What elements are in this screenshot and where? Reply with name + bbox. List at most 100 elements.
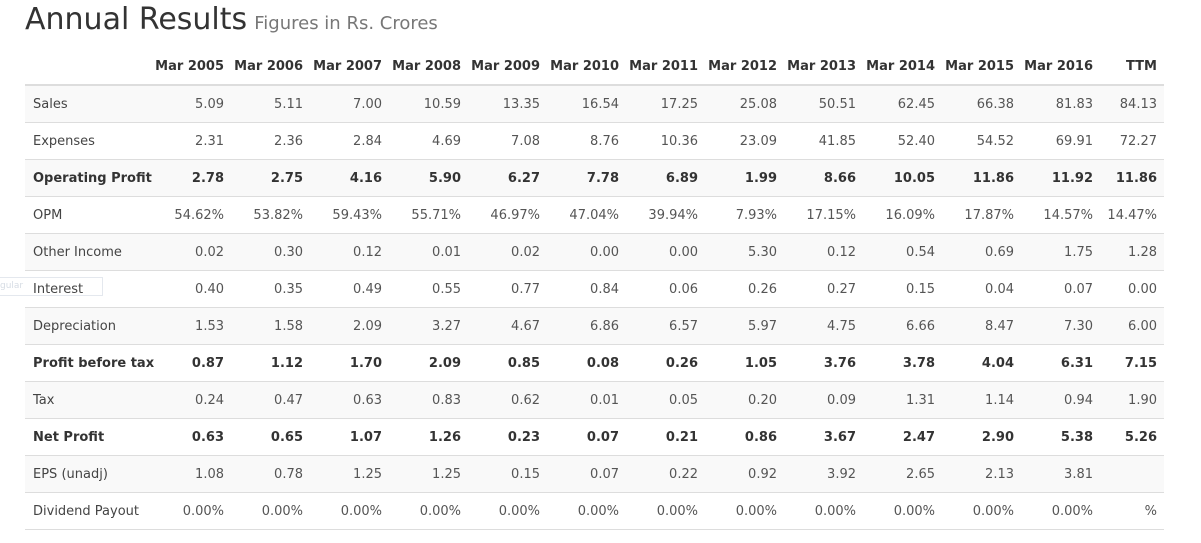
table-cell: 14.47% — [1100, 196, 1164, 234]
table-cell: 0.47 — [231, 381, 310, 419]
table-cell: 69.91 — [1021, 122, 1100, 160]
table-cell: 0.92 — [705, 455, 784, 493]
table-cell: 1.05 — [705, 344, 784, 382]
table-cell: 7.93% — [705, 196, 784, 234]
table-cell: 10.36 — [626, 122, 705, 160]
table-cell: 0.01 — [547, 381, 626, 419]
table-cell: 1.31 — [863, 381, 942, 419]
row-label: EPS (unadj) — [25, 455, 153, 493]
table-cell: 0.12 — [310, 233, 389, 271]
column-header: TTM — [1100, 48, 1164, 86]
table-cell: 5.97 — [705, 307, 784, 345]
table-cell: 5.26 — [1100, 418, 1164, 456]
table-cell: 62.45 — [863, 85, 942, 123]
table-cell: 0.00 — [626, 233, 705, 271]
table-cell: 1.90 — [1100, 381, 1164, 419]
column-header: Mar 2013 — [784, 48, 863, 86]
table-cell: 0.09 — [784, 381, 863, 419]
table-cell: 11.86 — [942, 159, 1021, 197]
table-cell: 10.05 — [863, 159, 942, 197]
row-label: Net Profit — [25, 418, 153, 456]
table-cell: 0.77 — [468, 270, 547, 308]
section-heading: Annual Results Figures in Rs. Crores — [25, 2, 438, 37]
table-row: Dividend Payout 0.00% 0.00% 0.00% 0.00% 0.00%… — [25, 492, 1164, 530]
table-cell: 2.31 — [153, 122, 231, 160]
table-cell: 46.97% — [468, 196, 547, 234]
table-cell: 0.15 — [863, 270, 942, 308]
table-cell: 3.67 — [784, 418, 863, 456]
table-cell: 0.00 — [547, 233, 626, 271]
table-cell: 7.30 — [1021, 307, 1100, 345]
table-cell: 0.12 — [784, 233, 863, 271]
table-cell: 25.08 — [705, 85, 784, 123]
table-cell: 8.76 — [547, 122, 626, 160]
table-cell: 0.23 — [468, 418, 547, 456]
table-cell: 1.53 — [153, 307, 231, 345]
table-cell: 14.57% — [1021, 196, 1100, 234]
table-cell: 2.84 — [310, 122, 389, 160]
row-label: Expenses — [25, 122, 153, 160]
table-body: Sales 5.09 5.11 7.00 10.59 13.35 16.54 17.25 25.… — [25, 85, 1164, 530]
table-cell: 4.04 — [942, 344, 1021, 382]
table-cell: 2.78 — [153, 159, 231, 197]
table-cell: 7.15 — [1100, 344, 1164, 382]
table-cell: 0.22 — [626, 455, 705, 493]
table-cell: 0.85 — [468, 344, 547, 382]
table-cell: 17.25 — [626, 85, 705, 123]
table-cell: 3.76 — [784, 344, 863, 382]
table-cell: 10.59 — [389, 85, 468, 123]
table-cell: 84.13 — [1100, 85, 1164, 123]
table-cell: % — [1100, 492, 1164, 530]
column-header: Mar 2005 — [153, 48, 231, 86]
table-cell: 2.09 — [310, 307, 389, 345]
table-cell: 0.15 — [468, 455, 547, 493]
table-cell: 3.27 — [389, 307, 468, 345]
table-cell: 5.30 — [705, 233, 784, 271]
column-header: Mar 2011 — [626, 48, 705, 86]
table-cell: 0.26 — [705, 270, 784, 308]
table-cell: 0.86 — [705, 418, 784, 456]
table-cell: 0.63 — [153, 418, 231, 456]
table-cell: 1.75 — [1021, 233, 1100, 271]
table-cell: 0.00% — [784, 492, 863, 530]
table-cell: 3.92 — [784, 455, 863, 493]
table-cell: 0.24 — [153, 381, 231, 419]
table-cell: 1.12 — [231, 344, 310, 382]
row-label: Other Income — [25, 233, 153, 271]
row-label: Tax — [25, 381, 153, 419]
table-cell: 0.00% — [310, 492, 389, 530]
table-cell: 0.26 — [626, 344, 705, 382]
table-cell: 5.09 — [153, 85, 231, 123]
table-cell: 66.38 — [942, 85, 1021, 123]
table-cell: 1.28 — [1100, 233, 1164, 271]
column-header: Mar 2016 — [1021, 48, 1100, 86]
table-cell: 1.25 — [389, 455, 468, 493]
row-label: Sales — [25, 85, 153, 123]
table-cell: 0.30 — [231, 233, 310, 271]
table-row: Depreciation 1.53 1.58 2.09 3.27 4.67 6.86 6.57… — [25, 307, 1164, 345]
table-cell: 0.00% — [705, 492, 784, 530]
table-cell: 13.35 — [468, 85, 547, 123]
table-cell: 16.54 — [547, 85, 626, 123]
table-cell: 53.82% — [231, 196, 310, 234]
table-cell: 0.07 — [547, 418, 626, 456]
table-cell: 54.52 — [942, 122, 1021, 160]
table-cell: 0.21 — [626, 418, 705, 456]
table-cell: 0.00% — [231, 492, 310, 530]
table-cell: 6.57 — [626, 307, 705, 345]
table-cell: 0.27 — [784, 270, 863, 308]
column-header: Mar 2009 — [468, 48, 547, 86]
table-cell: 1.99 — [705, 159, 784, 197]
table-cell: 7.08 — [468, 122, 547, 160]
table-cell: 4.67 — [468, 307, 547, 345]
table-cell: 0.00% — [626, 492, 705, 530]
table-cell: 0.07 — [1021, 270, 1100, 308]
table-cell: 3.78 — [863, 344, 942, 382]
header-row: Mar 2005 Mar 2006 Mar 2007 Mar 2008 Mar 2009… — [25, 48, 1164, 86]
table-cell: 81.83 — [1021, 85, 1100, 123]
table-cell: 0.00% — [1021, 492, 1100, 530]
table-row: Tax 0.24 0.47 0.63 0.83 0.62 0.01 0.05 0.20 0.09 1… — [25, 381, 1164, 419]
table-row: OPM 54.62% 53.82% 59.43% 55.71% 46.97% 47.04% 3… — [25, 196, 1164, 234]
table-cell: 11.86 — [1100, 159, 1164, 197]
